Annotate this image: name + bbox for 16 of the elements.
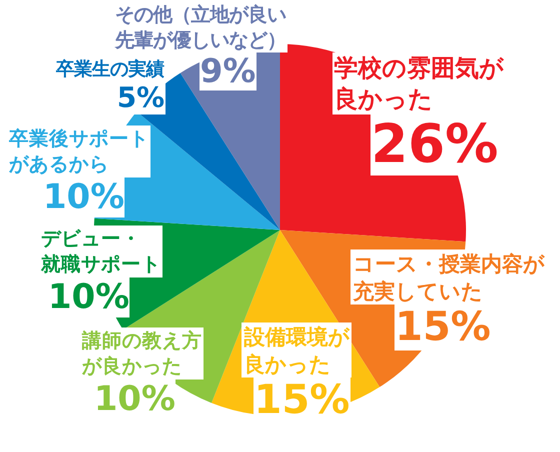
data-label: 26% (371, 113, 498, 175)
slice-label: 設備環境が良かった (243, 324, 350, 376)
slice-label: 卒業生の実績 (55, 59, 164, 80)
data-label: 9% (200, 52, 256, 90)
data-label: 10% (94, 379, 176, 419)
slice-label: 講師の教え方が良かった (81, 329, 202, 378)
slice-label: 学校の雰囲気が良かった (334, 54, 504, 114)
slice-label: デビュー・就職サポート (40, 227, 161, 276)
slice-label: コース・授業内容が充実していた (352, 251, 545, 304)
data-label: 10% (43, 177, 124, 217)
data-label: 5% (117, 81, 165, 114)
slice-label: 卒業後サポートがあるから (8, 127, 149, 176)
data-label: 15% (395, 304, 491, 350)
data-label: 15% (254, 377, 350, 423)
slice-label: その他（立地が良い先輩が優しいなど） (114, 3, 286, 52)
data-label: 10% (48, 277, 130, 317)
